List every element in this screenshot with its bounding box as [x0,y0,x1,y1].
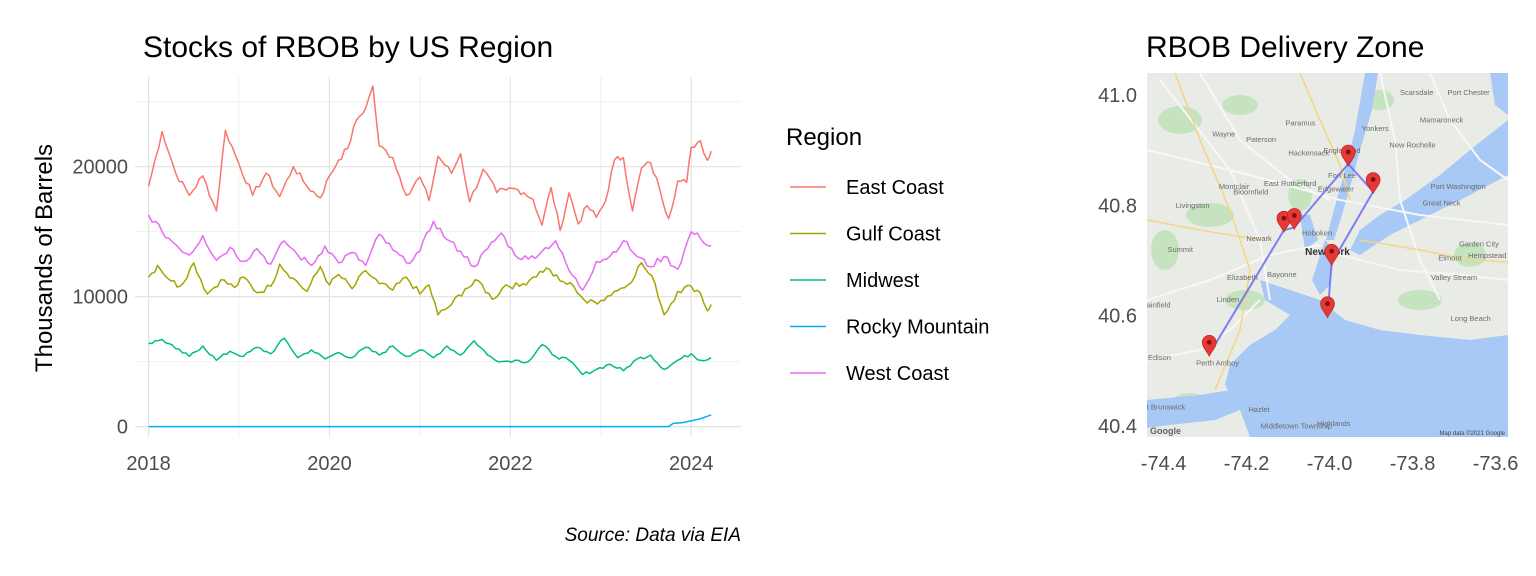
map-place-label: Elizabeth [1227,273,1258,282]
series-line-midwest [148,337,712,376]
map-title: RBOB Delivery Zone [1146,31,1424,64]
map-place-label: Hoboken [1302,229,1332,238]
map-highways [1147,73,1508,391]
line-chart-x-tick-labels: 2018 2020 2022 2024 [126,453,713,475]
map-x-tick-label: -73.6 [1473,453,1519,475]
map-place-label: Highlands [1317,419,1351,428]
map-place-label: Livingston [1176,201,1210,210]
map-place-label: Summit [1167,245,1193,254]
legend-label: Gulf Coast [846,224,941,246]
map-marker-pin [1286,208,1302,231]
map-place-label: Long Beach [1451,314,1491,323]
map-place-label: Great Neck [1423,198,1461,207]
map-place-label: Paterson [1246,135,1276,144]
y-axis-title: Thousands of Barrels [31,144,58,372]
line-chart-title: Stocks of RBOB by US Region [143,31,553,64]
legend-label: Rocky Mountain [846,317,989,339]
map-marker-pin [1324,243,1339,266]
legend-label: West Coast [846,363,949,385]
map-place-label: Hempstead [1468,251,1506,260]
map-place-label: Hazlet [1248,405,1270,414]
map-place-label: Edgewater [1318,185,1354,194]
map-place-label: Newark [1246,234,1272,243]
x-tick-label: 2022 [488,453,533,475]
map-place-label: Bloomfield [1233,187,1268,196]
series-line-rocky-mountain [148,414,712,428]
y-tick-label: 10000 [72,287,128,309]
map-y-tick-label: 40.4 [1098,416,1137,438]
x-tick-label: 2020 [307,453,352,475]
map-y-tick-label: 41.0 [1098,85,1137,107]
delivery-markers [1201,144,1381,357]
map-place-label: Mamaroneck [1420,116,1464,125]
map-place-label: Valley Stream [1431,273,1477,282]
line-chart-series [147,85,712,428]
series-line-gulf-coast [148,262,712,316]
map-place-label: Scarsdale [1400,88,1433,97]
map-x-tick-label: -74.4 [1141,453,1187,475]
map-x-tick-label: -74.2 [1224,453,1270,475]
map-place-label: New Rochelle [1389,140,1435,149]
map-y-tick-label: 40.6 [1098,306,1137,328]
source-caption: Source: Data via EIA [565,525,741,546]
map-place-label: Fort Lee [1328,171,1356,180]
line-chart-y-tick-labels: 0 10000 20000 [72,157,128,439]
map-place-label: Montclair [1219,182,1250,191]
map-place-label: Linden [1217,295,1240,304]
map-x-tick-label: -73.8 [1390,453,1436,475]
map-place-label: Edison [1148,353,1171,362]
map-attribution-text: Map data ©2021 Google [1440,430,1506,437]
legend-label: Midwest [846,270,920,292]
map-place-label: Port Washington [1431,182,1486,191]
map-y-tick-labels: 40.4 40.6 40.8 41.0 [1098,85,1137,438]
map-place-label: East Brunswick [1134,402,1186,411]
map-marker-pin [1365,172,1381,195]
map-place-label: Hackensack [1288,149,1329,158]
map-place-label: Garden City [1459,240,1499,249]
map-place-label: Perth Amboy [1196,358,1239,367]
legend-label: East Coast [846,177,944,199]
map-x-tick-label: -74.0 [1307,453,1353,475]
series-line-east-coast [147,85,712,232]
series-line-west-coast [147,214,712,291]
map-place-label: Elmont [1438,254,1462,263]
y-tick-label: 20000 [72,157,128,179]
map-place-label: Port Chester [1448,88,1491,97]
map-marker-pin [1320,296,1335,319]
map-place-label: East Rutherford [1264,179,1317,188]
map-place-label: Yonkers [1362,124,1389,133]
map-place-label: Bayonne [1267,270,1297,279]
map-y-tick-label: 40.8 [1098,195,1137,217]
map-x-tick-labels: -74.4 -74.2 -74.0 -73.8 -73.6 [1141,453,1519,475]
map-marker-pin [1201,334,1217,357]
map-place-label: Paramus [1286,118,1316,127]
map-place-label: Plainfield [1140,300,1170,309]
map-place-label: Wayne [1212,129,1235,138]
y-tick-label: 0 [117,417,128,439]
map-marker-pin [1340,144,1356,167]
map-place-label: Middletown Township [1261,422,1332,431]
x-tick-label: 2024 [669,453,714,475]
legend-title: Region [786,124,862,151]
map-attribution-logo: Google [1150,426,1181,436]
legend: East Coast Gulf Coast Midwest Rocky Mountai… [790,177,989,385]
x-tick-label: 2018 [126,453,171,475]
